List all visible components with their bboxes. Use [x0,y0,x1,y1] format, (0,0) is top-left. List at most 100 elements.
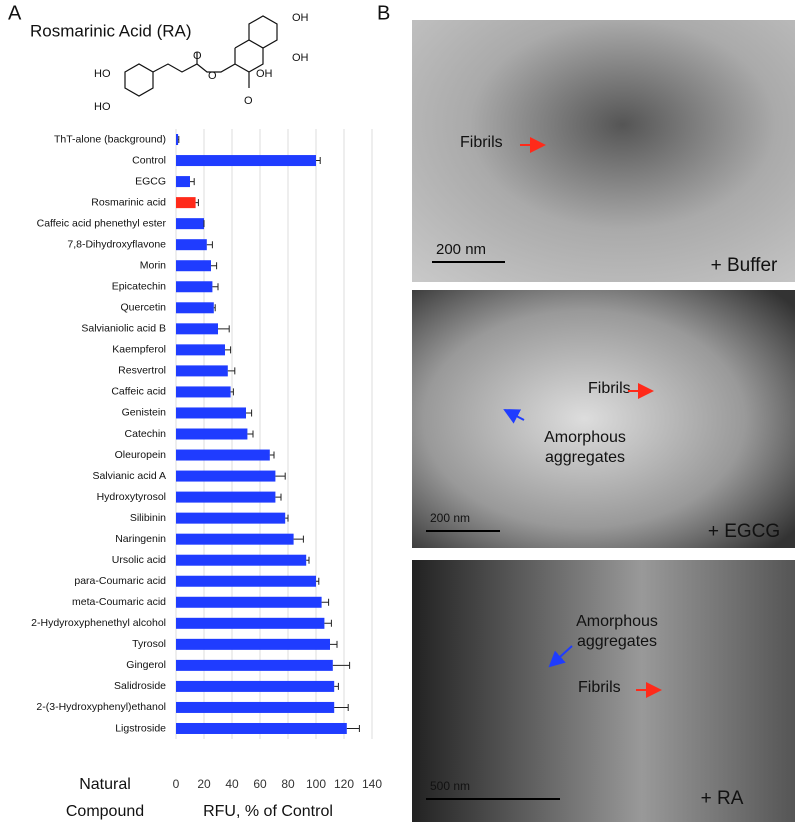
y-tick-label: Gingerol [126,659,166,671]
micrograph-labels: Fibrils 200 nm + Buffer Fibrils Amorphous agg… [426,134,780,809]
atom: OH [292,12,309,24]
bar [176,197,196,209]
error-bar [190,178,195,186]
scale-label: 200 nm [436,241,486,258]
bar [176,491,276,503]
error-bar [275,472,286,480]
bar [176,701,335,713]
panel-label: B [377,2,390,24]
error-bar [218,325,230,333]
y-tick-label: Salidroside [114,680,166,692]
annotation: Fibrils [588,380,631,397]
bar [176,659,333,671]
y-axis-label: Compound [66,803,144,820]
y-tick-label: 2-Hydyroxyphenethyl alcohol [31,617,166,629]
error-bar [306,556,310,564]
y-tick-label: 2-(3-Hydroxyphenyl)ethanol [36,701,166,713]
bar [176,134,179,146]
arrow [503,409,525,424]
bar [176,218,204,230]
bar [176,239,207,251]
error-bar [225,346,232,354]
y-tick-label: Salvianiolic acid B [81,323,166,335]
atom: HO [94,101,111,113]
micrograph [412,290,795,548]
structure-title: Rosmarinic Acid (RA) [30,21,192,40]
structure: OH OH HO HO O O OH O [94,12,309,113]
y-tick-label: Salvianic acid A [92,470,166,482]
y-tick-label: Oleuropein [115,449,167,461]
atom: OH [292,52,309,64]
error-bar [321,598,330,606]
error-bar [346,724,360,732]
error-bar [247,430,254,438]
error-bar [246,409,253,417]
y-tick-label: meta-Coumaric acid [72,596,166,608]
y-tick-label: Control [132,154,166,166]
bar [176,302,214,314]
error-bar [285,514,289,522]
error-bar [332,661,351,669]
y-tick-label: Tyrosol [132,638,166,650]
bar [176,386,231,398]
error-bar [206,241,213,249]
x-axis-label: RFU, % of Control [203,803,333,820]
annotation: Amorphous aggregates [544,429,626,466]
bar [176,533,294,545]
bar [176,449,270,461]
y-tick-label: Kaempferol [112,344,166,356]
micrograph [412,20,795,282]
x-tick-label: 100 [306,777,326,791]
bar [176,596,322,608]
error-bar [227,367,236,375]
y-tick-label: Caffeic acid [111,386,166,398]
bar [176,260,211,272]
y-tick-label: Catechin [125,428,167,440]
bar [176,575,316,587]
error-bar [269,451,275,459]
y-tick-label: 7,8-Dihydroxyflavone [67,238,166,250]
atom: HO [94,68,111,80]
y-tick-label: EGCG [135,175,166,187]
error-bar [195,199,199,207]
condition-label: + Buffer [711,255,778,276]
bar [176,617,325,629]
bar [176,365,228,377]
bar [176,281,213,293]
x-tick-label: 20 [197,777,211,791]
bar [176,155,316,167]
bar [176,638,330,650]
bar [176,722,347,734]
arrow [548,645,573,668]
y-tick-label: Silibinin [130,512,166,524]
bar [176,407,246,419]
x-tick-label: 140 [362,777,382,791]
annotation: Fibrils [460,134,503,151]
atom: OH [256,68,273,80]
y-tick-label: Resvertrol [118,365,166,377]
error-bar [178,136,180,144]
y-tick-label: Caffeic acid phenethyl ester [37,217,167,229]
error-bar [212,283,219,291]
error-bar [293,535,304,543]
y-tick-label: para-Coumaric acid [74,575,166,587]
y-axis-label: Natural [79,776,131,793]
atom: O [208,70,217,82]
annotation: Fibrils [578,679,621,696]
y-tick-label: ThT-alone (background) [54,133,166,145]
bar [176,176,190,188]
bar [176,470,276,482]
y-tick-label: Morin [140,260,166,272]
bar [176,323,218,335]
condition-label: + EGCG [708,521,780,542]
y-tick-label: Quercetin [120,302,166,314]
annotation: Amorphous aggregates [576,613,658,650]
error-bar [334,682,339,690]
y-tick-label: Naringenin [115,533,166,545]
error-bar [211,262,218,270]
atom: O [244,95,253,107]
bar [176,344,225,356]
error-bar [316,577,320,585]
condition-label: + RA [701,788,744,809]
